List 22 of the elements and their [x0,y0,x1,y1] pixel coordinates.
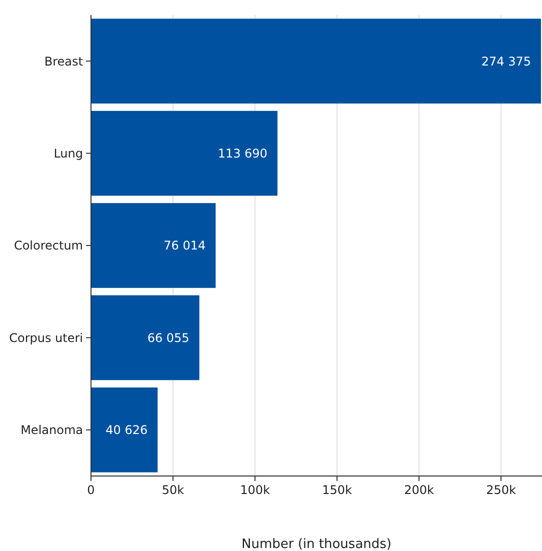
data-label: 113 690 [218,146,268,160]
y-tick-label: Corpus uteri [9,330,83,345]
x-tick-label: 100k [240,483,270,497]
data-label: 40 626 [106,423,148,438]
x-tick-label: 0 [87,483,95,497]
x-tick-label: 50k [162,483,184,497]
x-axis-title: Number (in thousands) [241,537,392,551]
x-tick-label: 150k [322,483,352,497]
x-tick-label: 200k [404,483,434,497]
y-tick-label: Melanoma [20,423,83,438]
bar [91,18,541,104]
data-label: 76 014 [164,238,206,253]
bar [91,203,216,288]
y-tick-label: Lung [54,146,83,160]
data-label: 66 055 [147,330,190,345]
bar [91,387,158,472]
bar [91,295,200,380]
y-tick-label: Breast [44,54,84,68]
bar [91,110,278,196]
x-tick-label: 250k [486,483,516,497]
y-tick-label: Colorectum [14,238,83,253]
data-label: 274 375 [481,54,531,68]
